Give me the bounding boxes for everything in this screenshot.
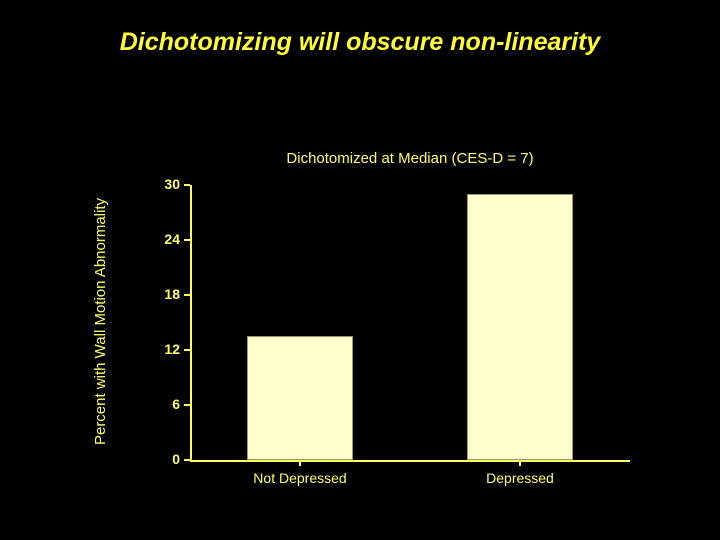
bar <box>247 336 353 460</box>
y-tick-label: 24 <box>140 231 180 247</box>
y-tick-label: 6 <box>140 396 180 412</box>
x-category-label: Not Depressed <box>190 470 410 486</box>
y-tick <box>184 349 190 351</box>
y-tick <box>184 459 190 461</box>
chart-title: Dichotomized at Median (CES-D = 7) <box>190 150 630 167</box>
bar <box>467 194 573 460</box>
y-tick <box>184 239 190 241</box>
x-category-label: Depressed <box>410 470 630 486</box>
page-title: Dichotomizing will obscure non-linearity <box>0 28 720 57</box>
y-tick <box>184 184 190 186</box>
y-tick <box>184 404 190 406</box>
x-tick <box>299 460 301 466</box>
y-tick-label: 0 <box>140 451 180 467</box>
y-tick <box>184 294 190 296</box>
y-axis <box>190 185 192 460</box>
x-tick <box>519 460 521 466</box>
y-axis-label: Percent with Wall Motion Abnormality <box>92 184 109 459</box>
y-tick-label: 18 <box>140 286 180 302</box>
x-axis <box>190 460 630 462</box>
y-tick-label: 30 <box>140 176 180 192</box>
y-tick-label: 12 <box>140 341 180 357</box>
